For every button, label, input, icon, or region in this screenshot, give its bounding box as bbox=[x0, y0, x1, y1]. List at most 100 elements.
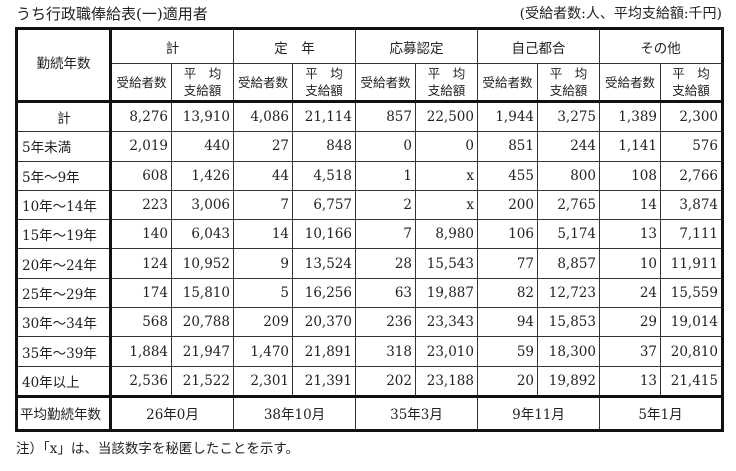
table-cell: 15,543 bbox=[415, 248, 478, 279]
average-tenure-cell: 9年11月 bbox=[477, 394, 600, 431]
table-cell: 21,391 bbox=[292, 365, 356, 397]
avg-line2: 支給額 bbox=[183, 83, 222, 98]
table-cell: 1,884 bbox=[110, 336, 172, 367]
average-tenure-cell: 5年1月 bbox=[599, 394, 723, 431]
table-cell: 7,111 bbox=[660, 219, 723, 250]
table-cell: 857 bbox=[355, 100, 416, 133]
table-cell: 20,788 bbox=[171, 307, 234, 338]
row-label: 15年～19年 bbox=[16, 219, 112, 250]
header-sub-row: 受給者数平 均支給額 受給者数平 均支給額 受給者数平 均支給額 受給者数平 均支給額… bbox=[17, 63, 723, 103]
table-cell: 209 bbox=[233, 307, 293, 338]
table-cell: 7 bbox=[355, 219, 416, 250]
avg-line2: 支給額 bbox=[672, 83, 710, 98]
table-cell: 13 bbox=[599, 365, 661, 397]
footnote: 注）「x」は、当該数字を秘匿したことを示す。 bbox=[16, 441, 300, 457]
table-cell: 3,275 bbox=[537, 100, 600, 133]
table-cell: 20,370 bbox=[292, 307, 356, 338]
table-cell: 1,389 bbox=[599, 100, 661, 133]
average-tenure-cell: 35年3月 bbox=[355, 394, 478, 431]
avg-line1: 平 均 bbox=[672, 66, 710, 81]
table-cell: x bbox=[415, 189, 478, 221]
table-cell: 37 bbox=[599, 336, 661, 367]
table-cell: 200 bbox=[477, 189, 538, 221]
table-row: 20年～24年 124 10,952 9 13,524 28 15,543 77 8,857 10… bbox=[16, 248, 723, 279]
table-cell: 576 bbox=[660, 131, 723, 162]
table-cell: 5,174 bbox=[537, 219, 600, 250]
table-cell: 11,911 bbox=[660, 248, 723, 279]
group-header: 計 bbox=[110, 28, 234, 64]
table-title: うち行政職俸給表(一)適用者 bbox=[16, 5, 208, 23]
table-cell: 13,524 bbox=[292, 248, 356, 279]
table-cell: 223 bbox=[110, 189, 172, 221]
table-cell: 1,944 bbox=[477, 100, 538, 133]
table-cell: 236 bbox=[355, 307, 416, 338]
table-cell: 8,276 bbox=[110, 100, 172, 133]
table-cell: 9 bbox=[233, 248, 293, 279]
table-cell: 851 bbox=[477, 131, 538, 162]
table-cell: 244 bbox=[537, 131, 600, 162]
table-cell: 14 bbox=[599, 189, 661, 221]
table-row: 10年～14年 223 3,006 7 6,757 2 x 200 2,765 14 3,874 bbox=[16, 189, 723, 221]
table-cell: 12,723 bbox=[537, 277, 600, 309]
avg-line2: 支給額 bbox=[427, 83, 466, 98]
table-row: 15年～19年 140 6,043 14 10,166 7 8,980 106 5,174 13 7… bbox=[16, 219, 723, 250]
table-cell: 108 bbox=[599, 160, 661, 191]
avg-line2: 支給額 bbox=[305, 83, 343, 98]
count-header: 受給者数 bbox=[110, 63, 172, 103]
table-cell: 27 bbox=[233, 131, 293, 162]
table-cell: 7 bbox=[233, 189, 293, 221]
avg-amount-header: 平 均支給額 bbox=[292, 63, 356, 103]
table-cell: 23,343 bbox=[415, 307, 478, 338]
group-header: 自己都合 bbox=[477, 28, 600, 64]
avg-amount-header: 平 均支給額 bbox=[171, 63, 234, 103]
average-tenure-row: 平均勤続年数 26年0月 38年10月 35年3月 9年11月 5年1月 bbox=[16, 394, 723, 431]
unit-note: (受給者数:人、平均支給額:千円) bbox=[519, 6, 722, 22]
table-cell: 1,426 bbox=[171, 160, 234, 191]
table-cell: 140 bbox=[110, 219, 172, 250]
table-cell: 2,536 bbox=[110, 365, 172, 397]
avg-line1: 平 均 bbox=[549, 66, 588, 81]
table-cell: 2,301 bbox=[233, 365, 293, 397]
table-cell: 16,256 bbox=[292, 277, 356, 309]
table-row: 5年未満 2,019 440 27 848 0 0 851 244 1,141 576 bbox=[16, 131, 723, 162]
table-row: 計 8,276 13,910 4,086 21,114 857 22,500 1,944 3,2… bbox=[16, 100, 723, 133]
group-header: その他 bbox=[599, 28, 723, 64]
table-cell: 440 bbox=[171, 131, 234, 162]
table-cell: 10,166 bbox=[292, 219, 356, 250]
table-cell: 22,500 bbox=[415, 100, 478, 133]
table-cell: 2 bbox=[355, 189, 416, 221]
table-cell: 21,114 bbox=[292, 100, 356, 133]
count-header: 受給者数 bbox=[599, 63, 661, 103]
table-cell: 455 bbox=[477, 160, 538, 191]
group-header: 応募認定 bbox=[355, 28, 478, 64]
group-header: 定 年 bbox=[233, 28, 356, 64]
table-cell: 20 bbox=[477, 365, 538, 397]
table-cell: 94 bbox=[477, 307, 538, 338]
row-label: 5年～9年 bbox=[16, 160, 112, 191]
table-cell: 21,415 bbox=[660, 365, 723, 397]
table-cell: 77 bbox=[477, 248, 538, 279]
table-cell: 6,043 bbox=[171, 219, 234, 250]
table-cell: 608 bbox=[110, 160, 172, 191]
table-cell: 19,887 bbox=[415, 277, 478, 309]
row-label: 10年～14年 bbox=[16, 189, 112, 221]
table-cell: 28 bbox=[355, 248, 416, 279]
table-cell: 8,980 bbox=[415, 219, 478, 250]
row-label-header: 勤続年数 bbox=[16, 28, 112, 103]
table-cell: 568 bbox=[110, 307, 172, 338]
table-cell: 82 bbox=[477, 277, 538, 309]
table-cell: 14 bbox=[233, 219, 293, 250]
row-label: 30年～34年 bbox=[16, 307, 112, 338]
average-tenure-cell: 26年0月 bbox=[110, 394, 234, 431]
avg-amount-header: 平 均支給額 bbox=[660, 63, 723, 103]
table-cell: 21,947 bbox=[171, 336, 234, 367]
table-cell: 10,952 bbox=[171, 248, 234, 279]
row-label: 計 bbox=[16, 100, 112, 133]
table-cell: 18,300 bbox=[537, 336, 600, 367]
table-cell: 2,300 bbox=[660, 100, 723, 133]
table-cell: 174 bbox=[110, 277, 172, 309]
table-cell: 29 bbox=[599, 307, 661, 338]
table-cell: 1,141 bbox=[599, 131, 661, 162]
table-cell: 24 bbox=[599, 277, 661, 309]
table-cell: 19,014 bbox=[660, 307, 723, 338]
